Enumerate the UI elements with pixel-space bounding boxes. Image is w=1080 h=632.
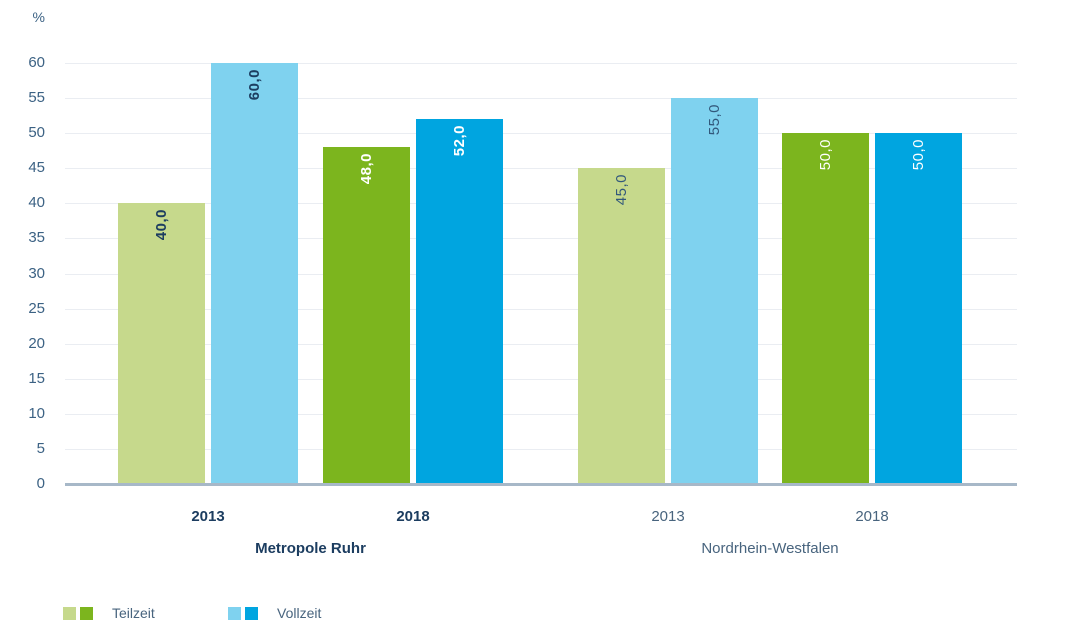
y-tick-label: 45 — [28, 159, 45, 176]
gridline — [65, 203, 1017, 204]
x-tick-label-year: 2018 — [396, 508, 430, 525]
y-tick-label: 25 — [28, 300, 45, 317]
gridline — [65, 309, 1017, 310]
gridline — [65, 238, 1017, 239]
bar-teilzeit-2013 — [578, 168, 665, 483]
y-tick-label: 55 — [28, 89, 45, 106]
legend-swatch — [80, 606, 93, 620]
bar-teilzeit-2018 — [782, 133, 869, 483]
gridline — [65, 414, 1017, 415]
bar-vollzeit-2013 — [211, 63, 298, 483]
bar-vollzeit-2018 — [416, 119, 503, 483]
y-tick-label: 50 — [28, 124, 45, 141]
legend-item-teilzeit: Teilzeit — [63, 605, 155, 621]
y-tick-label: 40 — [28, 194, 45, 211]
y-tick-label: 10 — [28, 405, 45, 422]
y-tick-label: 60 — [28, 54, 45, 71]
y-tick-label: 15 — [28, 370, 45, 387]
y-tick-label: 0 — [36, 475, 45, 492]
x-tick-label-year: 2018 — [855, 508, 889, 525]
bar-teilzeit-2018 — [323, 147, 410, 483]
y-tick-label: 5 — [36, 440, 45, 457]
y-tick-label: 35 — [28, 229, 45, 246]
bar-vollzeit-2013 — [671, 98, 758, 483]
x-group-label-region: Nordrhein-Westfalen — [701, 540, 839, 557]
gridline — [65, 344, 1017, 345]
x-tick-label-year: 2013 — [191, 508, 225, 525]
legend-swatch — [228, 606, 241, 620]
gridline — [65, 379, 1017, 380]
legend-swatch — [63, 606, 76, 620]
gridline — [65, 98, 1017, 99]
y-axis-unit-label: % — [32, 9, 45, 25]
y-tick-label: 30 — [28, 265, 45, 282]
x-tick-label-year: 2013 — [651, 508, 685, 525]
gridline — [65, 133, 1017, 134]
x-axis-line — [65, 483, 1017, 486]
y-tick-label: 20 — [28, 335, 45, 352]
legend-label: Teilzeit — [112, 605, 155, 621]
legend-swatch — [245, 606, 258, 620]
x-group-label-region: Metropole Ruhr — [255, 540, 366, 557]
gridline — [65, 449, 1017, 450]
bar-teilzeit-2013 — [118, 203, 205, 483]
legend-label: Vollzeit — [277, 605, 322, 621]
gridline — [65, 63, 1017, 64]
gridline — [65, 168, 1017, 169]
legend-item-vollzeit: Vollzeit — [228, 605, 322, 621]
gridline — [65, 274, 1017, 275]
bar-vollzeit-2018 — [875, 133, 962, 483]
